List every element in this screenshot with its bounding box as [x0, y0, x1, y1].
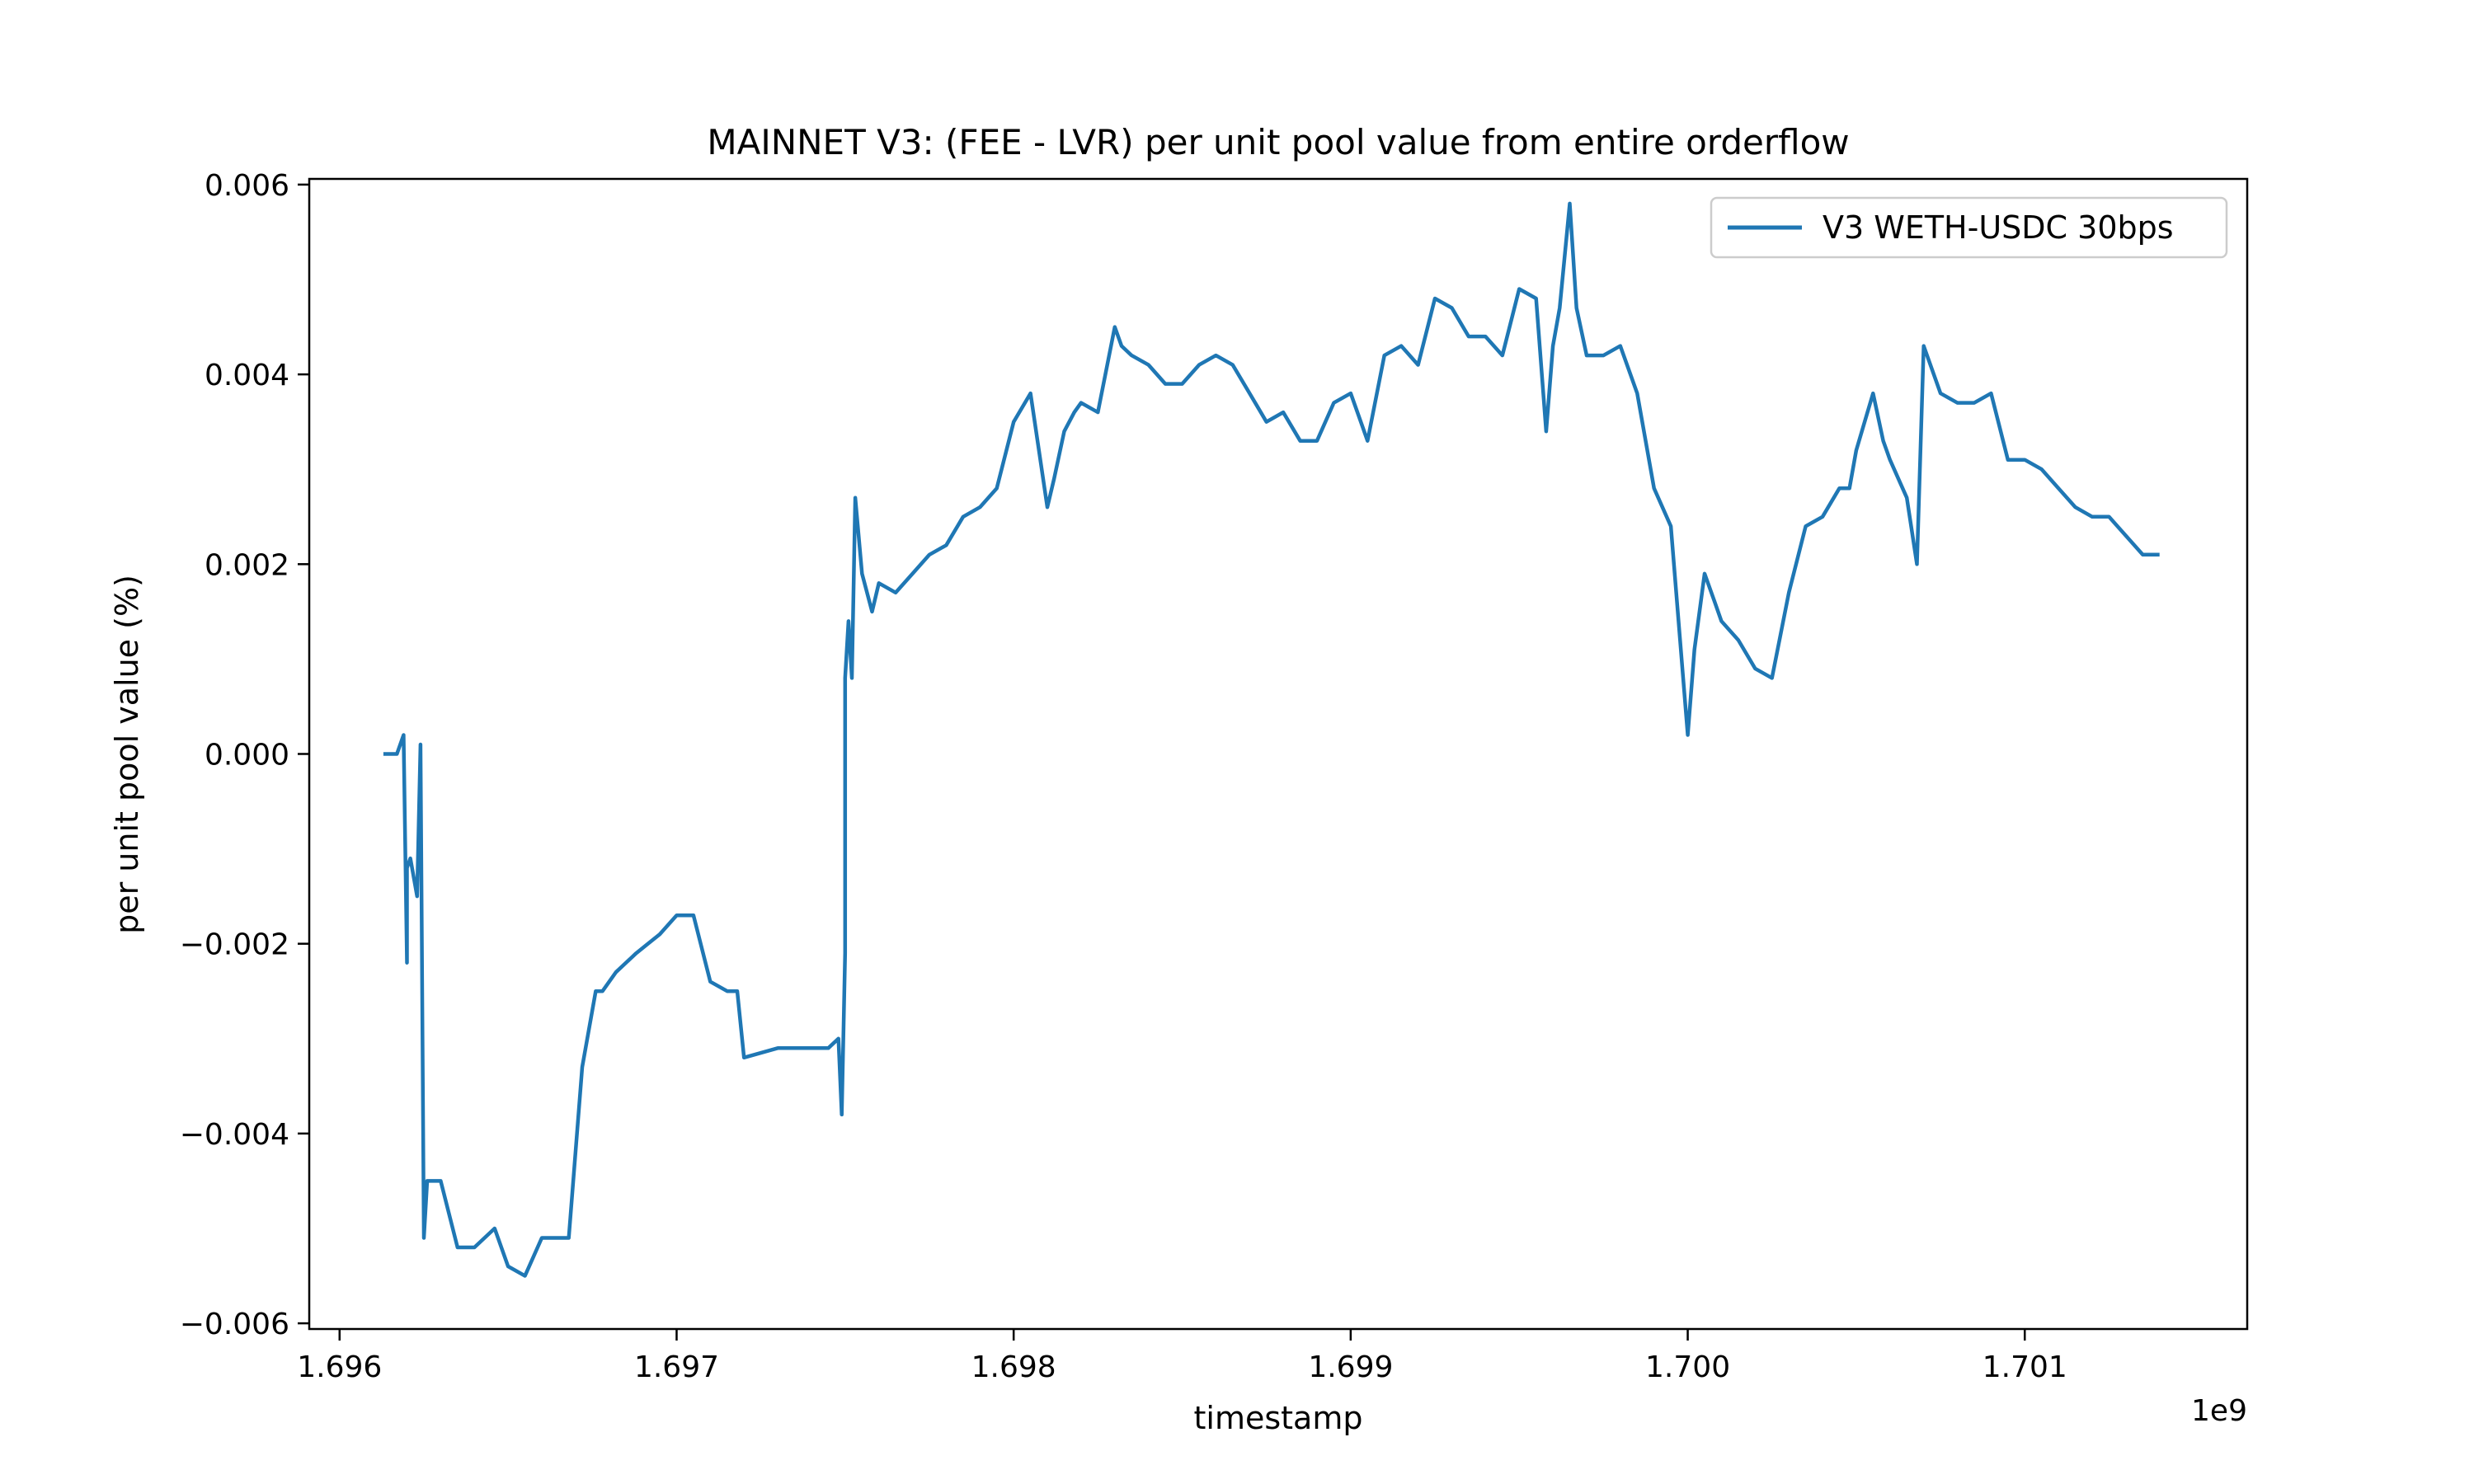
- series-layer: [383, 201, 2160, 1278]
- plot-area: 1.696 1.697 1.698 1.699 1.700 1.701 −0.006−0.…: [180, 169, 2249, 1384]
- x-tick-label: 1.699: [1308, 1350, 1393, 1384]
- x-tick-label: 1.700: [1645, 1350, 1730, 1384]
- y-tick-label: 0.000: [205, 739, 289, 773]
- series-line-0: [383, 201, 2160, 1278]
- y-tick-label: −0.002: [180, 928, 289, 962]
- x-axis-offset-label: 1e9: [2191, 1394, 2247, 1428]
- x-tick-label: 1.698: [971, 1350, 1056, 1384]
- y-tick-label: 0.002: [205, 548, 289, 582]
- legend-box: [1710, 196, 2228, 259]
- legend: V3 WETH-USDC 30bps: [1710, 196, 2228, 259]
- y-axis-label: per unit pool value (%): [109, 575, 145, 934]
- axes-frame: [308, 177, 2249, 1331]
- x-tick-label: 1.697: [634, 1350, 719, 1384]
- y-tick-label: 0.004: [205, 359, 289, 392]
- y-tick-label: −0.004: [180, 1118, 289, 1152]
- x-tick-label: 1.701: [1982, 1350, 2067, 1384]
- chart-title: MAINNET V3: (FEE - LVR) per unit pool va…: [707, 122, 1849, 162]
- x-tick-label: 1.696: [297, 1350, 382, 1384]
- x-axis: 1.696 1.697 1.698 1.699 1.700 1.701: [297, 1329, 2067, 1384]
- y-tick-label: 0.006: [205, 169, 289, 203]
- y-axis: −0.006 −0.004 −0.002 0.000 0.002 0.004 0.006: [180, 169, 309, 1341]
- y-tick-label: −0.006: [180, 1308, 289, 1341]
- x-axis-label: timestamp: [1194, 1400, 1363, 1436]
- legend-series-label: V3 WETH-USDC 30bps: [1823, 209, 2174, 246]
